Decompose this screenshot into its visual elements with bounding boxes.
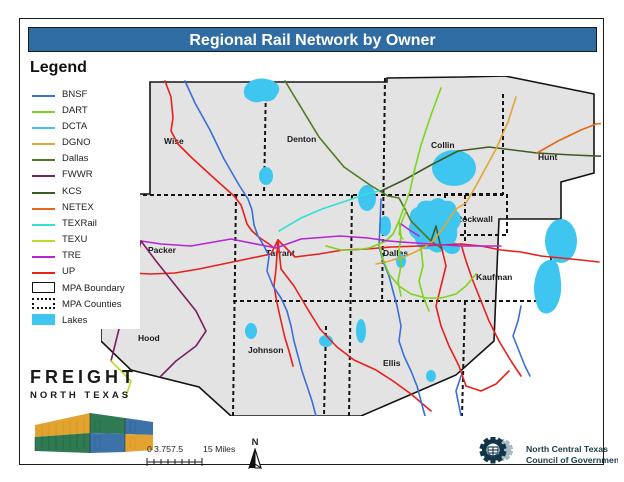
svg-text:Council of Governments: Council of Governments: [526, 455, 618, 465]
svg-text:Johnson: Johnson: [248, 345, 283, 355]
svg-text:Packer: Packer: [148, 245, 177, 255]
svg-text:Hood: Hood: [138, 333, 160, 343]
svg-text:Kaufman: Kaufman: [476, 272, 512, 282]
svg-text:3.75: 3.75: [154, 444, 171, 454]
svg-text:7.5: 7.5: [171, 444, 183, 454]
svg-text:North Central Texas: North Central Texas: [526, 444, 608, 454]
svg-text:15 Miles: 15 Miles: [203, 444, 236, 454]
svg-text:Collin: Collin: [431, 140, 455, 150]
svg-text:0: 0: [147, 444, 152, 454]
svg-text:Ellis: Ellis: [383, 358, 401, 368]
svg-text:Denton: Denton: [287, 134, 316, 144]
svg-text:Rockwall: Rockwall: [456, 214, 493, 224]
